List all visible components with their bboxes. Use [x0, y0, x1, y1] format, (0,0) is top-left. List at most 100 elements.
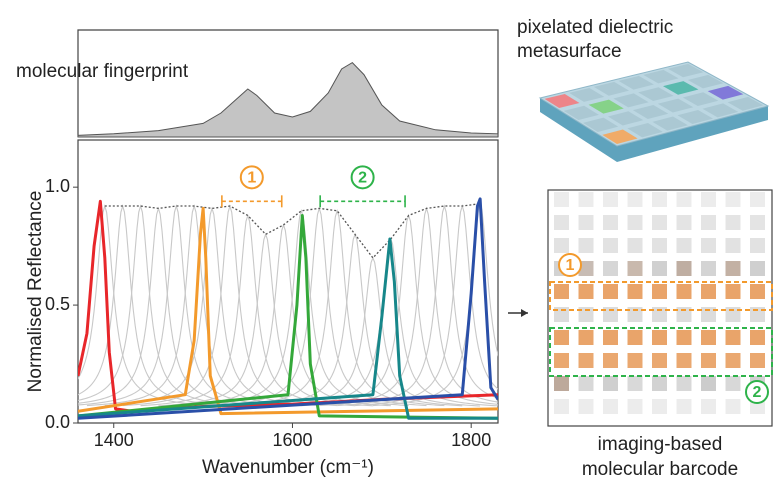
x-tick-label: 1600: [272, 430, 312, 450]
barcode-cell: [701, 261, 716, 276]
barcode-cell: [603, 238, 618, 253]
barcode-cell: [652, 284, 667, 299]
barcode-panel: 1 2 imaging-based molecular barcode: [548, 190, 772, 480]
gray-resonance: [105, 208, 319, 405]
barcode-cell: [750, 284, 765, 299]
plot-area: [0, 199, 587, 418]
barcode-cell: [677, 192, 692, 207]
barcode-cell: [603, 376, 618, 391]
barcode-cell: [554, 330, 569, 345]
x-tick-label: 1400: [94, 430, 134, 450]
barcode-cell: [554, 399, 569, 414]
barcode-cell: [554, 284, 569, 299]
arrow-head: [521, 309, 528, 317]
barcode-cell: [677, 261, 692, 276]
barcode-cell: [701, 192, 716, 207]
gray-resonance: [51, 208, 265, 405]
barcode-cell: [652, 376, 667, 391]
barcode-cell: [677, 215, 692, 230]
barcode-cell: [701, 330, 716, 345]
gray-resonance: [248, 234, 462, 405]
barcode-cell: [554, 238, 569, 253]
barcode-cell: [677, 399, 692, 414]
x-tick-label: 1800: [451, 430, 491, 450]
gray-resonance: [158, 234, 372, 405]
barcode-marker-number: 1: [566, 257, 575, 274]
barcode-cell: [603, 353, 618, 368]
barcode-cell: [579, 376, 594, 391]
barcode-cell: [554, 376, 569, 391]
barcode-cell: [628, 192, 643, 207]
y-tick-label: 0.5: [45, 294, 70, 314]
barcode-cell: [726, 238, 741, 253]
barcode-cell: [726, 399, 741, 414]
y-tick-label: 1.0: [45, 176, 70, 196]
barcode-cell: [677, 330, 692, 345]
barcode-cell: [750, 353, 765, 368]
barcode-cell: [603, 192, 618, 207]
barcode-cell: [701, 215, 716, 230]
barcode-cell: [579, 215, 594, 230]
gray-resonance: [355, 206, 569, 406]
barcode-cell: [701, 399, 716, 414]
metasurface-label: metasurface: [517, 41, 622, 62]
barcode-cell: [603, 284, 618, 299]
barcode-cell: [701, 376, 716, 391]
barcode-cell: [579, 399, 594, 414]
barcode-cell: [726, 192, 741, 207]
barcode-cell: [677, 376, 692, 391]
barcode-cell: [726, 261, 741, 276]
barcode-cell: [628, 238, 643, 253]
barcode-cell: [628, 330, 643, 345]
barcode-cell: [701, 353, 716, 368]
barcode-cell: [554, 215, 569, 230]
metasurface-label: pixelated dielectric: [517, 17, 673, 38]
barcode-cell: [750, 261, 765, 276]
barcode-cell: [579, 284, 594, 299]
figure: pixelated dielectric metasurface 1 2 imagin…: [0, 0, 774, 485]
barcode-cell: [603, 330, 618, 345]
barcode-cell: [726, 353, 741, 368]
barcode-cell: [652, 238, 667, 253]
barcode-cell: [726, 215, 741, 230]
barcode-cell: [677, 284, 692, 299]
barcode-cell: [579, 192, 594, 207]
barcode-label: imaging-based: [598, 434, 723, 455]
barcode-cell: [701, 238, 716, 253]
marker-number: 2: [358, 170, 367, 187]
metasurface-illustration: pixelated dielectric metasurface: [517, 17, 768, 162]
barcode-cell: [677, 238, 692, 253]
barcode-cell: [652, 399, 667, 414]
barcode-cell: [603, 215, 618, 230]
barcode-cell: [750, 330, 765, 345]
barcode-cell: [677, 353, 692, 368]
barcode-cell: [750, 238, 765, 253]
barcode-cell: [750, 192, 765, 207]
barcode-cell: [554, 353, 569, 368]
barcode-cell: [701, 284, 716, 299]
barcode-cell: [652, 215, 667, 230]
envelope: [105, 204, 480, 258]
barcode-cell: [579, 238, 594, 253]
barcode-cell: [628, 353, 643, 368]
barcode-marker-number: 2: [753, 384, 762, 401]
fingerprint-label: molecular fingerprint: [16, 61, 189, 82]
barcode-cell: [603, 261, 618, 276]
y-tick-label: 0.0: [45, 412, 70, 432]
gray-resonance: [337, 206, 551, 406]
x-axis-label: Wavenumber (cm⁻¹): [202, 457, 374, 478]
barcode-cell: [628, 399, 643, 414]
barcode-cell: [579, 330, 594, 345]
marker-number: 1: [247, 170, 256, 187]
barcode-cell: [726, 284, 741, 299]
barcode-cell: [726, 330, 741, 345]
gray-resonance: [141, 215, 355, 405]
barcode-cell: [628, 215, 643, 230]
gray-resonance: [284, 239, 498, 406]
barcode-cell: [750, 215, 765, 230]
barcode-cell: [652, 330, 667, 345]
barcode-cell: [652, 192, 667, 207]
y-axis-label: Normalised Reflectance: [25, 191, 46, 393]
barcode-label: molecular barcode: [582, 459, 738, 480]
barcode-cell: [628, 284, 643, 299]
